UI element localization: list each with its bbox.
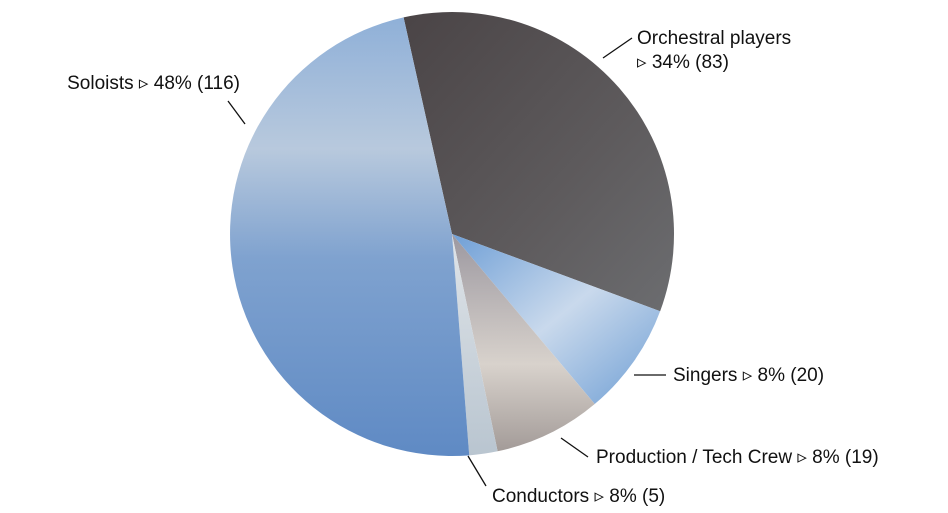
pie-slice-conductors [452,234,498,456]
pie-slice-soloists [230,17,470,456]
slice-label-line: Soloists ▹ 48% (116) [67,73,240,94]
pie-slice-production-tech-crew [452,234,595,452]
slice-label-singers: Singers ▹ 8% (20) [673,365,824,386]
leader-line-soloists [227,100,246,125]
slice-label-line: Conductors ▹ 8% (5) [492,486,665,507]
pie-slice-singers [452,234,661,405]
pie-slice-orchestral-players [403,12,675,312]
slice-label-line: Production / Tech Crew ▹ 8% (19) [596,447,879,468]
slice-label-conductors: Conductors ▹ 8% (5) [492,486,665,507]
slice-label-production-tech-crew: Production / Tech Crew ▹ 8% (19) [596,447,879,468]
slice-label-orchestral-players: Orchestral players ▹ 34% (83) [637,28,791,73]
slice-label-line: ▹ 34% (83) [637,52,729,73]
slice-label-line: Singers ▹ 8% (20) [673,365,824,386]
leader-line-orchestral-players [602,37,633,59]
slice-label-soloists: Soloists ▹ 48% (116) [67,73,240,94]
slice-label-line: Orchestral players [637,28,791,49]
leader-line-production-tech-crew [560,437,589,458]
leader-line-conductors [467,455,487,487]
